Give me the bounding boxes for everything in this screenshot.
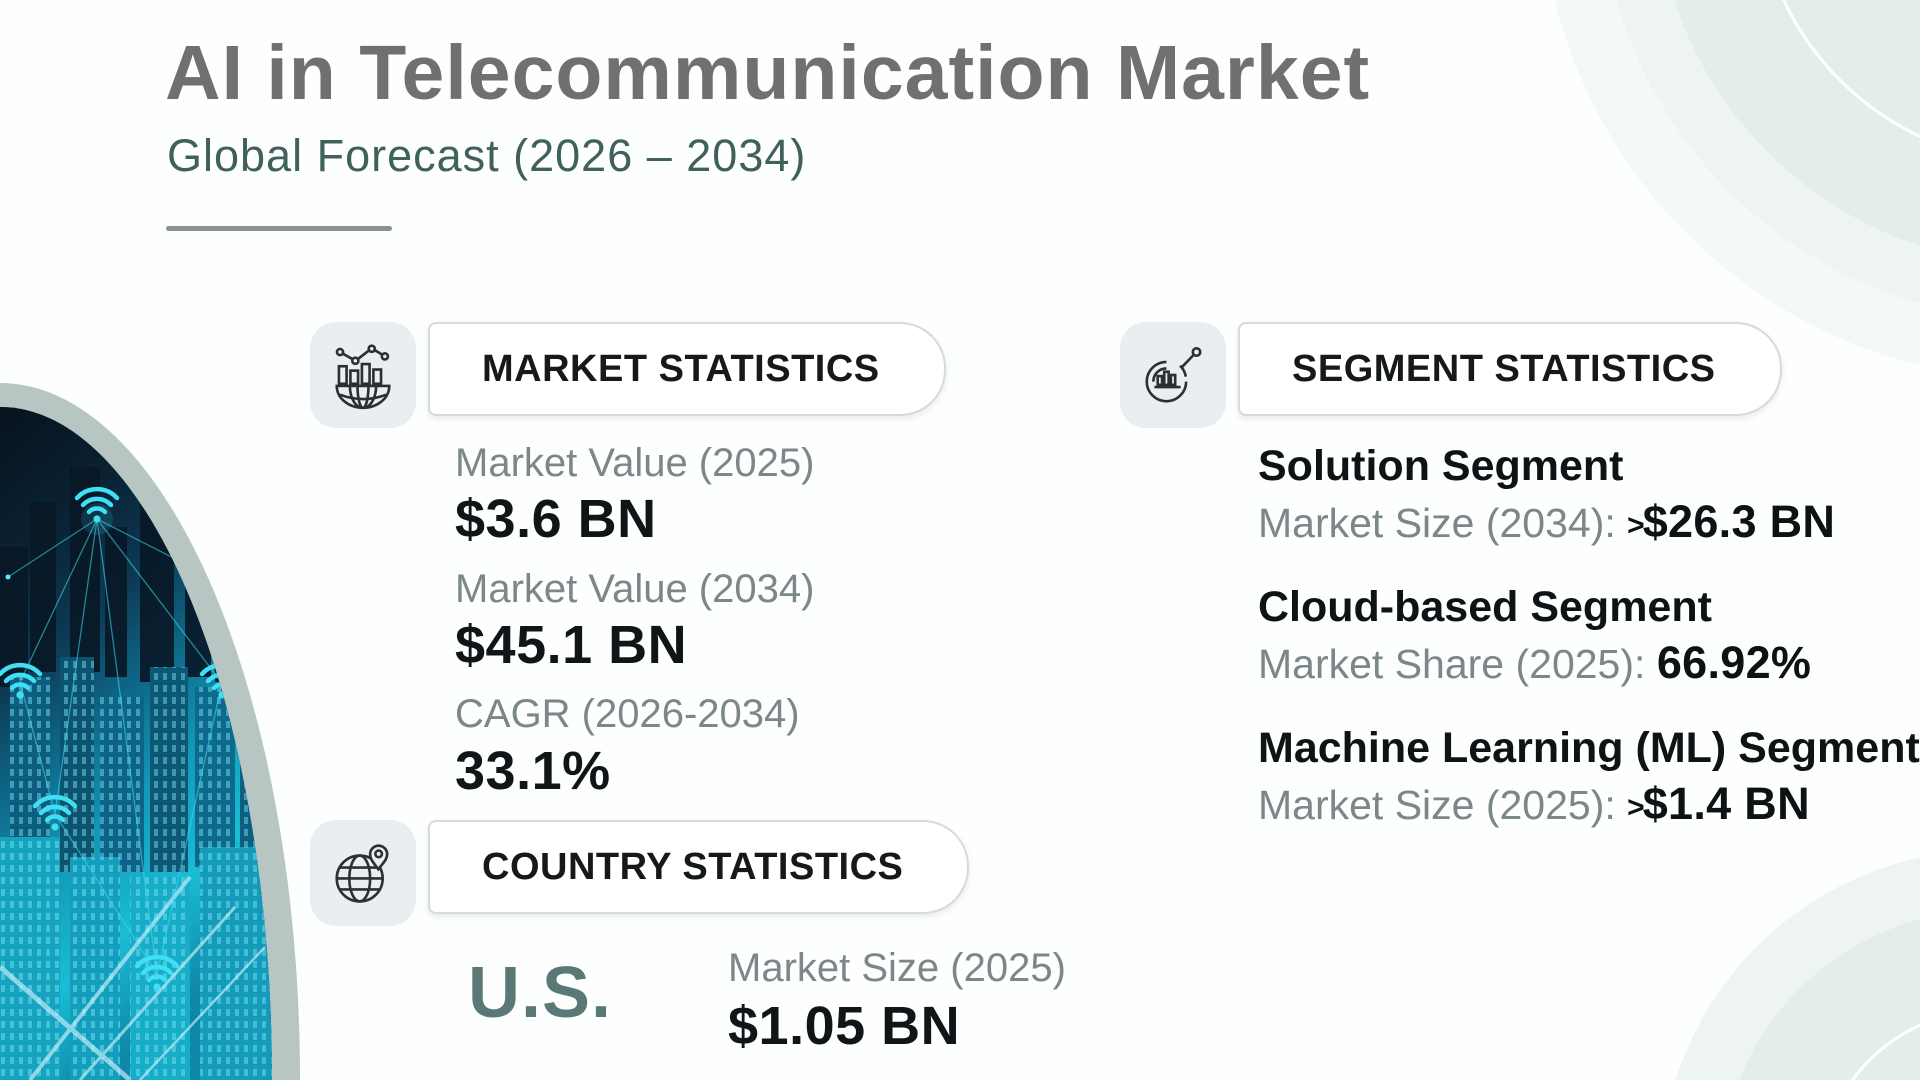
- market-statistics-pill: MARKET STATISTICS: [428, 322, 946, 416]
- market-statistics-list: Market Value (2025) $3.6 BN Market Value…: [455, 440, 975, 817]
- segment-value: $26.3 BN: [1642, 496, 1836, 548]
- stat-label: Market Value (2025): [455, 441, 815, 485]
- wifi-icon: [74, 486, 120, 535]
- stat-item: CAGR (2026-2034) 33.1%: [455, 691, 975, 801]
- page-subtitle: Global Forecast (2026 – 2034): [167, 130, 807, 181]
- segment-metric-line: Market Size (2025): >$1.4 BN: [1258, 775, 1920, 834]
- segment-value: $1.4 BN: [1642, 778, 1810, 830]
- stat-label: CAGR (2026-2034): [455, 692, 800, 737]
- country-name: U.S.: [468, 953, 613, 1033]
- segment-metric: Market Share (2025):: [1258, 641, 1646, 688]
- segment-item: Cloud-based Segment Market Share (2025):…: [1258, 583, 1920, 693]
- country-metric-block: Market Size (2025) $1.05 BN: [728, 945, 1066, 1057]
- segment-name: Solution Segment: [1258, 442, 1624, 490]
- country-statistics-header: COUNTRY STATISTICS: [310, 820, 970, 926]
- bar-chart-globe-icon: [335, 344, 391, 410]
- segment-statistics-list: Solution Segment Market Size (2034): >$2…: [1258, 442, 1920, 865]
- pie-chart-icon: [1145, 346, 1202, 403]
- globe-pin-icon: [335, 844, 389, 903]
- greater-than-prefix: >: [1627, 791, 1644, 825]
- wifi-icon: [134, 954, 180, 991]
- wifi-icons: [0, 486, 245, 991]
- wifi-icon: [0, 662, 43, 699]
- road-light-trails: [0, 875, 266, 1080]
- stat-value: $1.05 BN: [728, 996, 961, 1057]
- segment-metric-line: Market Size (2034): >$26.3 BN: [1258, 493, 1920, 552]
- segment-metric-line: Market Share (2025): 66.92%: [1258, 634, 1920, 693]
- title-divider: [166, 226, 392, 231]
- segment-metric: Market Size (2025):: [1258, 782, 1616, 829]
- city-photo-frame: [0, 383, 300, 1080]
- stat-value: 33.1%: [455, 740, 611, 801]
- wifi-icon: [32, 794, 78, 831]
- stat-label: Market Size (2025): [728, 946, 1066, 990]
- city-buildings: [0, 657, 272, 1080]
- stat-item: Market Value (2025) $3.6 BN: [455, 440, 975, 550]
- segment-value: 66.92%: [1656, 637, 1812, 689]
- smart-city-illustration: [0, 407, 272, 1080]
- market-statistics-header: MARKET STATISTICS: [310, 322, 946, 428]
- segment-item: Machine Learning (ML) Segment Market Siz…: [1258, 724, 1920, 834]
- page-title: AI in Telecommunication Market: [165, 30, 1371, 116]
- stat-item: Market Value (2034) $45.1 BN: [455, 566, 975, 676]
- country-statistics-badge: [310, 820, 416, 926]
- stat-value: $3.6 BN: [455, 489, 657, 550]
- stat-value: $45.1 BN: [455, 614, 688, 675]
- segment-statistics-header: SEGMENT STATISTICS: [1120, 322, 1782, 428]
- stat-label: Market Value (2034): [455, 566, 815, 611]
- segment-statistics-badge: [1120, 322, 1226, 428]
- greater-than-prefix: >: [1627, 509, 1644, 543]
- market-statistics-badge: [310, 322, 416, 428]
- segment-metric: Market Size (2034):: [1258, 500, 1616, 547]
- segment-statistics-pill: SEGMENT STATISTICS: [1238, 322, 1782, 416]
- smart-city-image: [0, 407, 272, 1080]
- country-statistics-pill: COUNTRY STATISTICS: [428, 820, 970, 914]
- segment-item: Solution Segment Market Size (2034): >$2…: [1258, 442, 1920, 552]
- segment-name: Cloud-based Segment: [1258, 582, 1712, 631]
- segment-name: Machine Learning (ML) Segment: [1258, 723, 1920, 772]
